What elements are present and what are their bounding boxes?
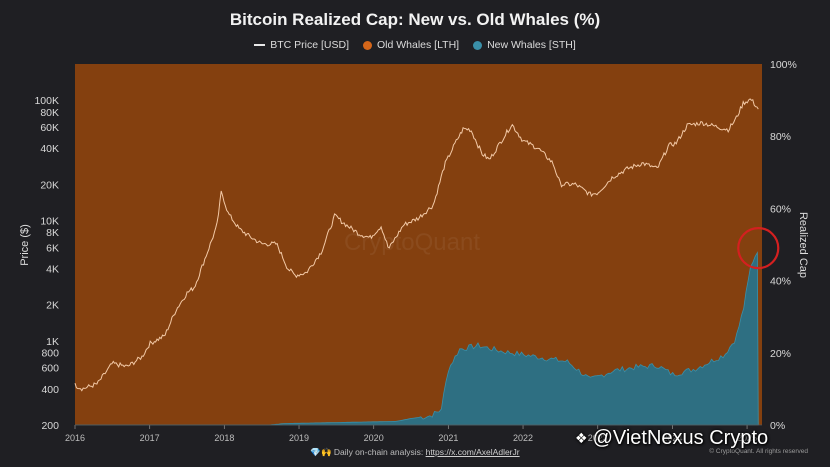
highlight-circle (737, 227, 780, 270)
chart-title: Bitcoin Realized Cap: New vs. Old Whales… (229, 10, 601, 29)
legend-item-old-whales[interactable]: Old Whales [LTH] (363, 39, 459, 51)
x-tick-label: 2017 (140, 433, 160, 443)
channel-watermark-text: @VietNexus Crypto (592, 427, 769, 449)
copyright-text: © CryptoQuant. All rights reserved (709, 448, 808, 455)
dot-marker-icon (363, 40, 372, 50)
legend-label-btc-price: BTC Price [USD] (270, 39, 349, 51)
y-left-tick-label: 40K (40, 143, 59, 155)
x-tick-label: 2023 (588, 433, 608, 443)
channel-watermark: ❖ @VietNexus Crypto (575, 427, 768, 450)
x-tick-label: 2020 (364, 433, 384, 443)
x-tick-label: 2019 (289, 433, 309, 443)
x-tick-label: 2025 (737, 433, 757, 443)
x-tick-label: 2022 (513, 433, 533, 443)
y-axis-right-label: Realized Cap (797, 212, 809, 278)
y-right-tick-label: 60% (770, 203, 791, 215)
x-tick-label: 2021 (438, 433, 458, 443)
y-right-tick-label: 80% (770, 131, 791, 143)
y-left-tick-label: 200 (41, 420, 59, 432)
y-right-tick-label: 20% (770, 348, 791, 360)
y-axis-left-label: Price ($) (19, 224, 31, 266)
footer-text: Daily on-chain analysis: (333, 447, 424, 457)
y-left-tick-label: 4K (46, 263, 59, 275)
y-left-tick-label: 6K (46, 242, 59, 254)
y-left-tick-label: 400 (41, 384, 59, 396)
x-tick-label: 2016 (65, 433, 85, 443)
y-right-tick-label: 40% (770, 276, 791, 288)
watermark-text: CryptoQuant (344, 229, 480, 256)
y-right-tick-label: 100% (770, 59, 797, 71)
legend-item-btc-price[interactable]: BTC Price [USD] (254, 39, 349, 51)
y-right-tick-label: 0% (770, 420, 785, 432)
y-left-tick-label: 1K (46, 336, 59, 348)
y-left-tick-label: 600 (41, 363, 59, 375)
btc-price-line (74, 98, 759, 392)
dot-marker-icon (473, 40, 483, 50)
y-left-tick-label: 10K (40, 216, 59, 228)
y-left-tick-label: 2K (46, 300, 59, 312)
footer-link[interactable]: https://x.com/AxelAdlerJr (425, 447, 520, 457)
y-left-tick-label: 8K (46, 227, 59, 239)
diamond-hands-icon: 💎🙌 (310, 447, 332, 457)
chart-legend: BTC Price [USD] Old Whales [LTH] New Wha… (0, 39, 830, 51)
legend-label-old-whales: Old Whales [LTH] (377, 39, 460, 51)
x-tick-label: 2024 (662, 433, 682, 443)
y-left-tick-label: 20K (40, 179, 59, 191)
legend-item-new-whales[interactable]: New Whales [STH] (473, 39, 576, 51)
footer: 💎🙌 Daily on-chain analysis: https://x.co… (0, 447, 830, 458)
y-left-tick-label: 800 (41, 348, 59, 360)
y-left-tick-label: 60K (40, 122, 59, 134)
y-left-tick-label: 100K (34, 95, 59, 107)
line-marker-icon (254, 44, 266, 46)
legend-label-new-whales: New Whales [STH] (487, 39, 576, 51)
x-tick-label: 2018 (214, 433, 234, 443)
diamond-logo-icon: ❖ (575, 430, 588, 446)
old-whales-area (75, 64, 762, 425)
y-left-tick-label: 80K (40, 107, 59, 119)
